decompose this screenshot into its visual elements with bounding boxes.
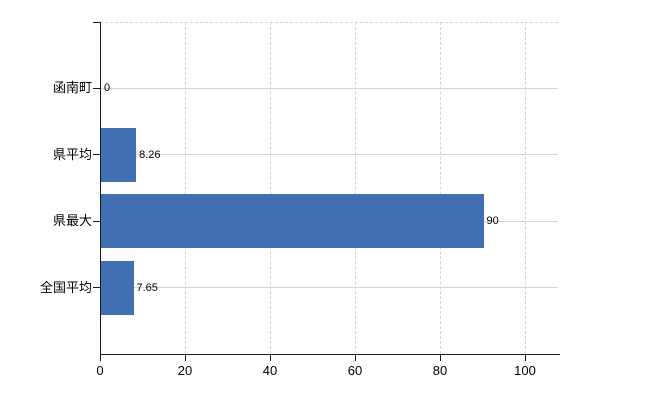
x-tick-label: 20 <box>177 363 193 378</box>
vertical-gridline <box>355 22 356 354</box>
y-axis-tick <box>93 220 100 222</box>
y-axis-tick <box>93 154 100 156</box>
x-tick-label: 80 <box>432 363 448 378</box>
bar <box>101 127 137 182</box>
x-axis-tick <box>525 355 526 361</box>
category-gridline <box>100 287 558 289</box>
value-label: 8.26 <box>139 148 161 161</box>
x-axis-line <box>100 354 560 355</box>
x-tick-label: 0 <box>96 363 104 378</box>
plot-top-border <box>100 22 558 23</box>
value-label: 7.65 <box>136 281 158 294</box>
category-label: 全国平均 <box>39 279 92 295</box>
value-label: 0 <box>104 82 111 95</box>
category-label: 県平均 <box>52 146 92 162</box>
value-label: 90 <box>486 215 499 228</box>
vertical-gridline <box>270 22 271 354</box>
bar <box>101 260 134 315</box>
x-axis-tick <box>185 355 186 361</box>
x-tick-label: 60 <box>347 363 363 378</box>
y-axis-tick <box>93 87 100 89</box>
y-axis-line <box>100 22 101 355</box>
category-label: 函南町 <box>52 80 92 96</box>
x-tick-label: 100 <box>514 363 536 378</box>
x-axis-tick <box>100 355 101 361</box>
x-axis-tick <box>270 355 271 361</box>
category-label: 県最大 <box>52 213 92 229</box>
vertical-gridline <box>185 22 186 354</box>
category-gridline <box>100 87 558 89</box>
y-axis-tick <box>93 287 100 289</box>
vertical-gridline <box>525 22 526 354</box>
bar <box>101 194 484 249</box>
x-axis-tick <box>440 355 441 361</box>
vertical-gridline <box>440 22 441 354</box>
x-axis-tick <box>355 355 356 361</box>
category-gridline <box>100 154 558 156</box>
x-tick-label: 40 <box>262 363 278 378</box>
y-axis-cap-tick <box>93 22 100 23</box>
